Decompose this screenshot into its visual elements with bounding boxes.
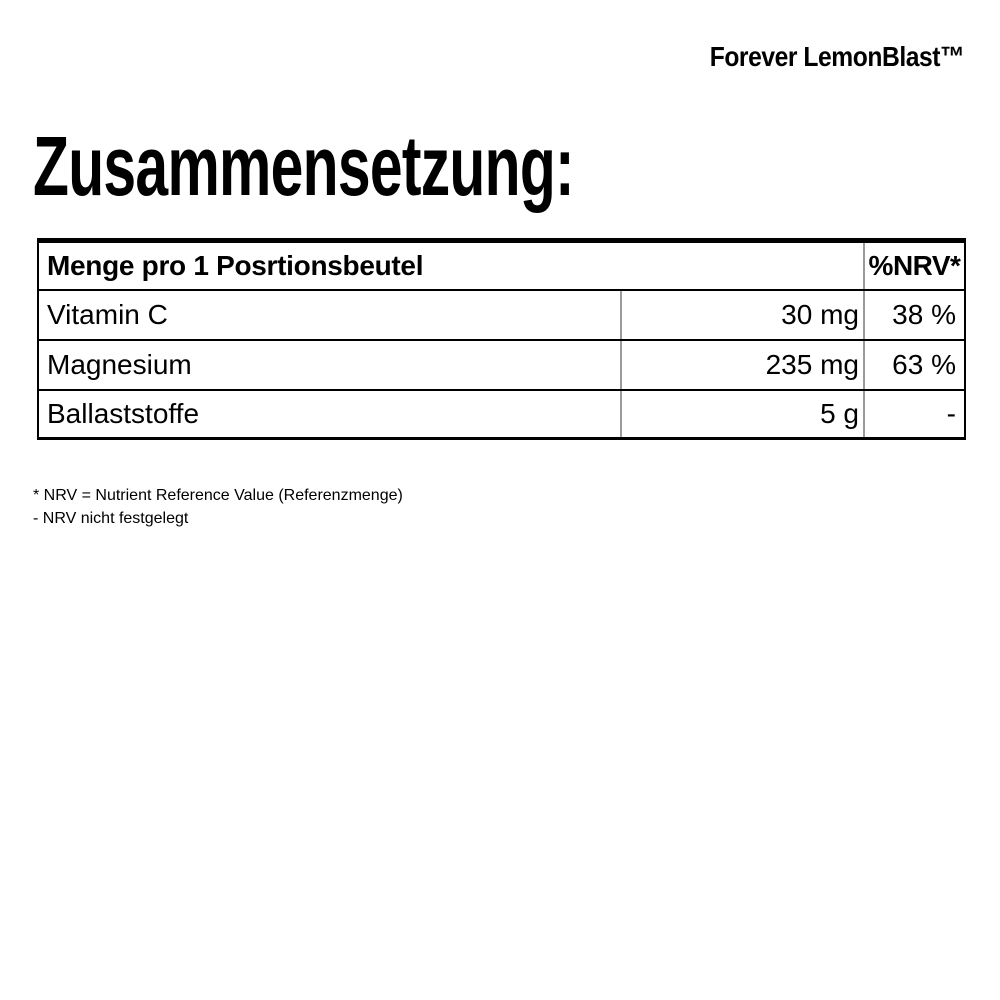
nutrient-nrv: 38 % <box>863 291 964 339</box>
composition-table: Menge pro 1 Posrtionsbeutel %NRV* Vitami… <box>37 238 966 440</box>
table-header-amount-per-sachet: Menge pro 1 Posrtionsbeutel <box>47 250 424 281</box>
table-row: Vitamin C 30 mg 38 % <box>39 291 964 341</box>
brand-title: Forever LemonBlast™ <box>709 41 964 72</box>
footnote-nrv-definition: * NRV = Nutrient Reference Value (Refere… <box>33 487 403 504</box>
nutrient-amount: 30 mg <box>620 291 863 339</box>
nutrient-nrv: 63 % <box>863 341 964 389</box>
nutrient-amount: 235 mg <box>620 341 863 389</box>
nutrient-name: Ballaststoffe <box>47 398 200 429</box>
table-row: Magnesium 235 mg 63 % <box>39 341 964 391</box>
table-header-nrv: %NRV* <box>863 243 964 289</box>
nutrient-name: Magnesium <box>47 349 192 380</box>
nutrient-nrv: - <box>863 391 964 437</box>
table-header-row: Menge pro 1 Posrtionsbeutel %NRV* <box>39 243 964 291</box>
footnote-nrv-not-set: - NRV nicht festgelegt <box>33 510 189 527</box>
page-title: Zusammensetzung: <box>33 119 575 213</box>
nutrient-name: Vitamin C <box>47 299 168 330</box>
nutrient-amount: 5 g <box>620 391 863 437</box>
table-row: Ballaststoffe 5 g - <box>39 391 964 437</box>
footnotes: * NRV = Nutrient Reference Value (Refere… <box>33 484 403 530</box>
